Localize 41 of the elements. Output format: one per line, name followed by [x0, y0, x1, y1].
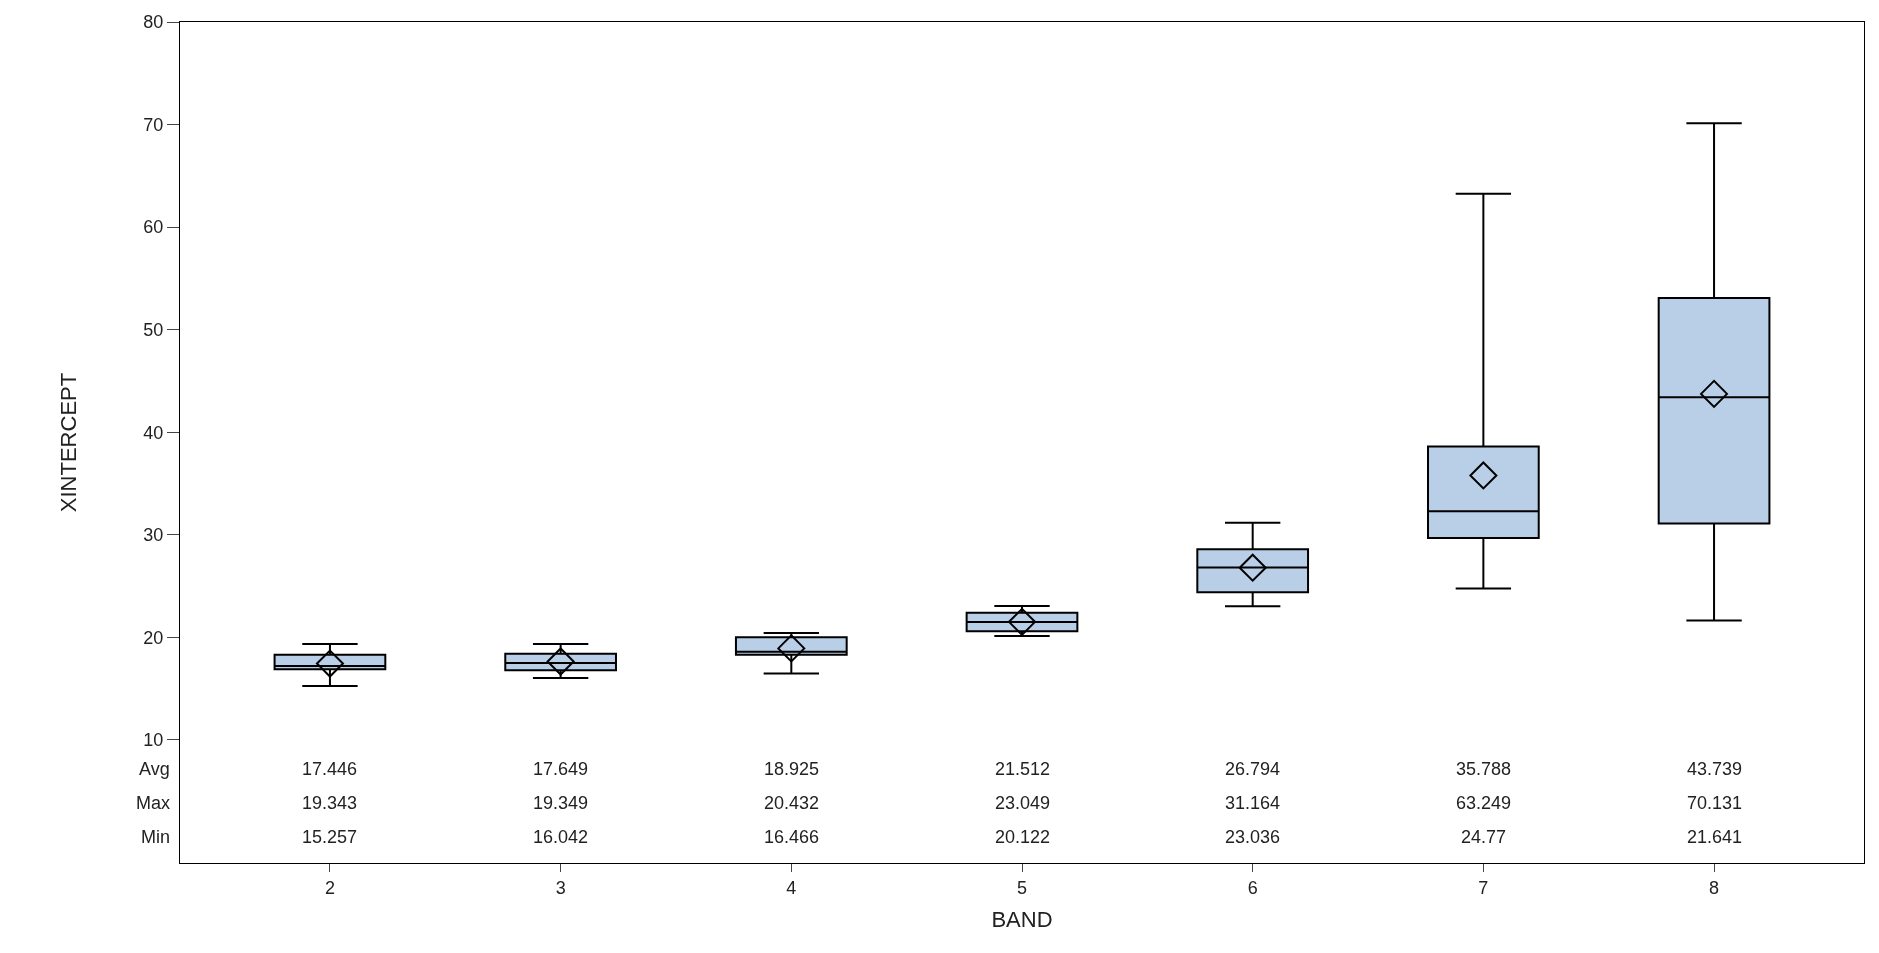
- y-axis-title: XINTERCEPT: [56, 372, 82, 513]
- annotation: 21.641: [1687, 827, 1743, 847]
- y-tick-label: 10: [143, 730, 164, 751]
- annotation: 16.466: [764, 827, 820, 847]
- annotation: 35.788: [1456, 759, 1512, 779]
- annotation: 17.649: [533, 759, 589, 779]
- y-tick-label: 80: [143, 12, 164, 33]
- annotation: 16.042: [533, 827, 589, 847]
- x-tick-label: 5: [1016, 877, 1028, 898]
- annotation: 26.794: [1225, 759, 1281, 779]
- x-tick-label: 4: [786, 877, 797, 898]
- annotation: 18.925: [764, 759, 820, 779]
- x-tick-label: 3: [555, 877, 566, 898]
- text: Max: [136, 793, 171, 813]
- annotation: 63.249: [1456, 793, 1512, 813]
- annotation: 31.164: [1225, 793, 1281, 813]
- text: Min: [141, 827, 171, 847]
- annotation: 23.036: [1225, 827, 1281, 847]
- annotation: 24.77: [1461, 827, 1507, 847]
- y-tick-label: 30: [143, 525, 164, 546]
- text: Avg: [139, 759, 170, 779]
- annotation: 23.049: [995, 793, 1051, 813]
- annotation: 19.343: [302, 793, 358, 813]
- annotation: 21.512: [995, 759, 1051, 779]
- x-tick-label: 6: [1247, 877, 1258, 898]
- x-tick-label: 7: [1478, 877, 1489, 898]
- y-tick-label: 70: [143, 114, 164, 135]
- x-tick-label: 8: [1709, 877, 1720, 898]
- annotation: 43.739: [1687, 759, 1743, 779]
- x-tick-label: 2: [324, 877, 335, 898]
- annotation: 20.122: [995, 827, 1051, 847]
- annotation: 20.432: [764, 793, 820, 813]
- x-axis-title: BAND: [991, 907, 1053, 933]
- annotation: 70.131: [1687, 793, 1743, 813]
- y-tick-label: 40: [143, 422, 164, 443]
- y-tick-label: 50: [143, 319, 164, 340]
- y-tick-label: 20: [143, 627, 164, 648]
- y-tick-label: 60: [143, 217, 164, 238]
- annotation: 19.349: [533, 793, 589, 813]
- annotation: 17.446: [302, 759, 358, 779]
- annotation: 15.257: [302, 827, 358, 847]
